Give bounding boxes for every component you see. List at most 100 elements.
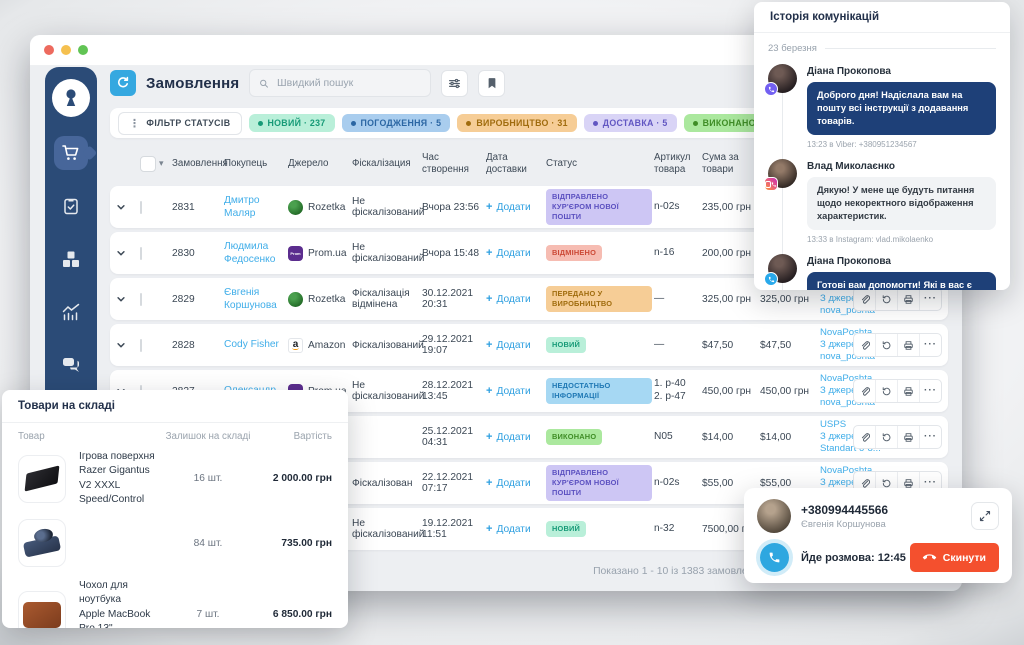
- maximize-window-button[interactable]: [78, 45, 88, 55]
- search-input[interactable]: [275, 76, 422, 90]
- expand-row-chevron-icon[interactable]: [116, 202, 138, 212]
- print-button[interactable]: [898, 426, 920, 448]
- col-delivery[interactable]: Дата доставки: [486, 151, 527, 175]
- refresh-button[interactable]: [110, 70, 136, 96]
- date-divider: 23 березня: [768, 43, 996, 54]
- sidebar-item-orders[interactable]: [54, 136, 88, 170]
- col-sku[interactable]: Артикул товара: [654, 151, 691, 175]
- status-badge[interactable]: НЕДОСТАТНЬО ІНФОРМАЦІЇ: [546, 378, 652, 404]
- minimize-window-button[interactable]: [61, 45, 71, 55]
- sku-cell: N05: [654, 430, 673, 442]
- history-button[interactable]: [876, 334, 898, 356]
- carrier-link[interactable]: USPS: [820, 419, 847, 431]
- add-delivery-date-button[interactable]: Додати: [486, 339, 544, 351]
- status-badge[interactable]: ВИКОНАНО: [546, 429, 603, 445]
- add-delivery-date-button[interactable]: Додати: [486, 523, 544, 535]
- status-chip[interactable]: НОВИЙ · 237: [248, 114, 335, 132]
- sidebar-item-chats[interactable]: [54, 348, 88, 382]
- attach-button[interactable]: [854, 288, 876, 310]
- more-actions-button[interactable]: ···: [920, 472, 941, 494]
- select-all-control[interactable]: [140, 156, 170, 172]
- status-chip[interactable]: ПОГОДЖЕННЯ · 5: [341, 114, 451, 132]
- saved-views-button[interactable]: [478, 69, 506, 97]
- select-all-checkbox[interactable]: [140, 156, 156, 172]
- product-thumbnail: [18, 454, 66, 503]
- print-button[interactable]: [898, 472, 920, 494]
- keyhole-icon: [66, 89, 76, 106]
- col-created[interactable]: Час створення: [422, 151, 469, 175]
- search-box[interactable]: [249, 69, 432, 97]
- history-button[interactable]: [876, 288, 898, 310]
- order-id[interactable]: 2829: [172, 293, 195, 305]
- row-checkbox[interactable]: [140, 292, 142, 306]
- order-id[interactable]: 2828: [172, 339, 195, 351]
- print-button[interactable]: [898, 380, 920, 402]
- order-id[interactable]: 2830: [172, 247, 195, 259]
- history-button[interactable]: [876, 426, 898, 448]
- status-badge[interactable]: НОВИЙ: [546, 337, 587, 353]
- attach-button[interactable]: [854, 472, 876, 494]
- more-actions-button[interactable]: ···: [920, 288, 941, 310]
- order-id[interactable]: 2831: [172, 201, 195, 213]
- carrier-link[interactable]: NovaPoshta: [820, 465, 873, 477]
- col-sum[interactable]: Сума за товари: [702, 151, 739, 175]
- add-delivery-date-button[interactable]: Додати: [486, 247, 544, 259]
- more-actions-button[interactable]: ···: [920, 380, 941, 402]
- add-delivery-date-button[interactable]: Додати: [486, 201, 544, 213]
- add-delivery-date-button[interactable]: Додати: [486, 431, 544, 443]
- add-delivery-date-button[interactable]: Додати: [486, 385, 544, 397]
- chat-bubbles-icon: [63, 358, 80, 372]
- col-fiscal[interactable]: Фіскалізация: [352, 157, 411, 169]
- total-cell: 325,00 грн: [760, 293, 809, 305]
- status-badge[interactable]: ВІДПРАВЛЕНО КУР'ЄРОМ НОВОЇ ПОШТИ: [546, 189, 652, 225]
- col-order[interactable]: Замовлення: [172, 157, 228, 169]
- row-checkbox[interactable]: [140, 200, 142, 214]
- bookmark-icon: [488, 78, 496, 89]
- carrier-link[interactable]: NovaPoshta: [820, 327, 873, 339]
- buyer-link[interactable]: Дмитро Маляр: [224, 194, 260, 219]
- status-badge[interactable]: ВІДПРАВЛЕНО КУР'ЄРОМ НОВОЇ ПОШТИ: [546, 465, 652, 501]
- shipping-cell[interactable]: USPS З джерела: Standart 6-8...: [820, 419, 888, 454]
- cart-icon: [62, 145, 79, 160]
- status-badge[interactable]: НОВИЙ: [546, 521, 587, 537]
- attach-button[interactable]: [854, 334, 876, 356]
- chat-message: Діана Прокопова Готові вам допомогти! Як…: [764, 254, 996, 290]
- status-chip[interactable]: ВИРОБНИЦТВО · 31: [457, 114, 577, 132]
- sidebar-item-tasks[interactable]: [54, 189, 88, 223]
- row-checkbox[interactable]: [140, 338, 142, 352]
- status-chip[interactable]: ДОСТАВКА · 5: [583, 114, 677, 132]
- sidebar-item-analytics[interactable]: [54, 295, 88, 329]
- attach-button[interactable]: [854, 380, 876, 402]
- add-delivery-date-button[interactable]: Додати: [486, 293, 544, 305]
- sidebar-item-products[interactable]: [54, 242, 88, 276]
- attach-button[interactable]: [854, 426, 876, 448]
- status-badge[interactable]: ВІДМІНЕНО: [546, 245, 603, 261]
- expand-row-chevron-icon[interactable]: [116, 340, 138, 350]
- print-button[interactable]: [898, 334, 920, 356]
- buyer-link[interactable]: Cody Fisher: [224, 339, 279, 351]
- buyer-link[interactable]: Євгенія Коршунова: [224, 286, 277, 311]
- decline-call-button[interactable]: Скинути: [909, 543, 999, 572]
- more-actions-button[interactable]: ···: [920, 426, 941, 448]
- history-button[interactable]: [876, 380, 898, 402]
- expand-call-button[interactable]: [971, 502, 999, 530]
- buyer-link[interactable]: Людмила Федосенко: [224, 240, 276, 265]
- expand-row-chevron-icon[interactable]: [116, 248, 138, 258]
- col-buyer[interactable]: Покупець: [224, 157, 268, 169]
- status-badge[interactable]: ПЕРЕДАНО У ВИРОБНИЦТВО: [546, 286, 652, 312]
- more-actions-button[interactable]: ···: [920, 334, 941, 356]
- close-window-button[interactable]: [44, 45, 54, 55]
- expand-row-chevron-icon[interactable]: [116, 294, 138, 304]
- caret-down-icon[interactable]: [156, 158, 164, 170]
- row-checkbox[interactable]: [140, 246, 142, 260]
- carrier-link[interactable]: NovaPoshta: [820, 373, 873, 385]
- history-button[interactable]: [876, 472, 898, 494]
- print-button[interactable]: [898, 288, 920, 310]
- status-filter-button[interactable]: ФІЛЬТР СТАТУСІВ: [118, 111, 242, 135]
- filter-settings-button[interactable]: [441, 69, 469, 97]
- col-source[interactable]: Джерело: [288, 157, 329, 169]
- col-status[interactable]: Статус: [546, 157, 577, 169]
- add-delivery-date-button[interactable]: Додати: [486, 477, 544, 489]
